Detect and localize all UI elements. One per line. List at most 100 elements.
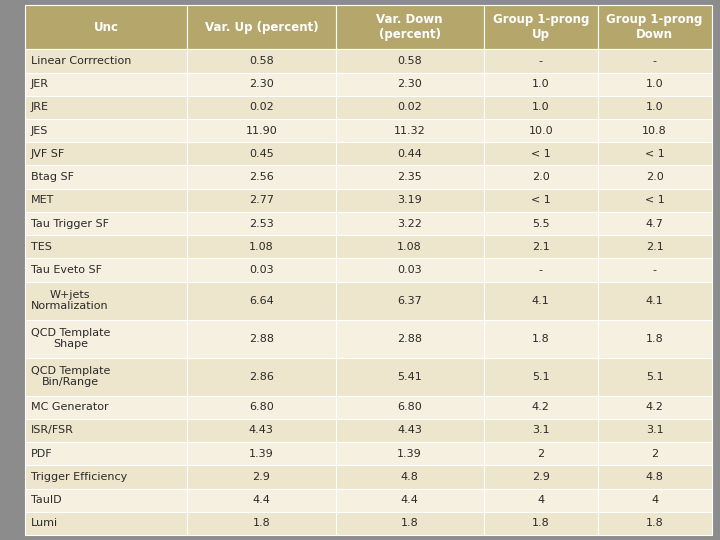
Bar: [25, 419, 187, 442]
Text: < 1: < 1: [644, 195, 665, 205]
Bar: [336, 258, 484, 282]
Text: 2.9: 2.9: [532, 472, 549, 482]
Text: QCD Template
Bin/Range: QCD Template Bin/Range: [31, 366, 110, 387]
Bar: [187, 235, 336, 258]
Text: 2.1: 2.1: [532, 242, 549, 252]
Bar: [598, 96, 711, 119]
Bar: [598, 165, 711, 188]
Text: 5.41: 5.41: [397, 372, 422, 382]
Text: 2.88: 2.88: [249, 334, 274, 343]
Text: 2.56: 2.56: [249, 172, 274, 182]
Text: 1.8: 1.8: [646, 518, 664, 528]
Text: Linear Corrrection: Linear Corrrection: [31, 56, 131, 66]
Bar: [187, 282, 336, 320]
Text: 4.1: 4.1: [646, 295, 664, 306]
Bar: [484, 282, 598, 320]
Bar: [25, 282, 187, 320]
Bar: [336, 165, 484, 188]
Text: W+jets
Normalization: W+jets Normalization: [31, 290, 109, 312]
Text: 2.0: 2.0: [646, 172, 664, 182]
Text: Var. Down
(percent): Var. Down (percent): [377, 13, 443, 41]
Bar: [336, 442, 484, 465]
Text: 1.08: 1.08: [397, 242, 422, 252]
Bar: [336, 357, 484, 396]
Text: 0.58: 0.58: [249, 56, 274, 66]
Text: QCD Template
Shape: QCD Template Shape: [31, 328, 110, 349]
Bar: [598, 188, 711, 212]
Text: ISR/FSR: ISR/FSR: [31, 426, 74, 435]
Text: 1.39: 1.39: [397, 449, 422, 458]
Bar: [598, 5, 711, 49]
Bar: [25, 442, 187, 465]
Text: TES: TES: [31, 242, 52, 252]
Bar: [484, 72, 598, 96]
Bar: [25, 5, 187, 49]
Text: Tau Trigger SF: Tau Trigger SF: [31, 219, 109, 228]
Bar: [336, 188, 484, 212]
Text: 6.80: 6.80: [249, 402, 274, 412]
Text: 1.0: 1.0: [532, 103, 549, 112]
Bar: [25, 119, 187, 142]
Text: < 1: < 1: [644, 149, 665, 159]
Bar: [25, 465, 187, 489]
Bar: [25, 396, 187, 419]
Bar: [25, 142, 187, 165]
Text: 10.8: 10.8: [642, 126, 667, 136]
Text: 3.22: 3.22: [397, 219, 422, 228]
Text: 2: 2: [651, 449, 658, 458]
Text: JVF SF: JVF SF: [31, 149, 66, 159]
Text: Trigger Efficiency: Trigger Efficiency: [31, 472, 127, 482]
Bar: [598, 465, 711, 489]
Bar: [484, 465, 598, 489]
Bar: [25, 96, 187, 119]
Bar: [187, 142, 336, 165]
Bar: [598, 49, 711, 72]
Bar: [336, 320, 484, 357]
Bar: [336, 212, 484, 235]
Text: -: -: [652, 56, 657, 66]
Text: 1.08: 1.08: [249, 242, 274, 252]
Bar: [25, 258, 187, 282]
Bar: [187, 320, 336, 357]
Bar: [598, 72, 711, 96]
Bar: [187, 119, 336, 142]
Text: 1.0: 1.0: [646, 103, 663, 112]
Bar: [598, 512, 711, 535]
Bar: [187, 258, 336, 282]
Bar: [484, 142, 598, 165]
Bar: [336, 512, 484, 535]
Text: PDF: PDF: [31, 449, 53, 458]
Text: 6.80: 6.80: [397, 402, 422, 412]
Bar: [187, 72, 336, 96]
Text: 1.8: 1.8: [253, 518, 270, 528]
Bar: [484, 442, 598, 465]
Bar: [187, 96, 336, 119]
Bar: [484, 419, 598, 442]
Text: Var. Up (percent): Var. Up (percent): [204, 21, 318, 33]
Text: 4.2: 4.2: [646, 402, 664, 412]
Text: -: -: [539, 56, 543, 66]
Text: MC Generator: MC Generator: [31, 402, 109, 412]
Bar: [25, 320, 187, 357]
Bar: [598, 142, 711, 165]
Bar: [336, 96, 484, 119]
Bar: [336, 465, 484, 489]
Bar: [187, 357, 336, 396]
Text: 2.35: 2.35: [397, 172, 422, 182]
Bar: [484, 396, 598, 419]
Text: 2.9: 2.9: [253, 472, 270, 482]
Bar: [484, 357, 598, 396]
Text: 4.1: 4.1: [532, 295, 549, 306]
Bar: [336, 489, 484, 512]
Bar: [336, 282, 484, 320]
Bar: [187, 512, 336, 535]
Text: 0.02: 0.02: [249, 103, 274, 112]
Bar: [484, 235, 598, 258]
Text: JES: JES: [31, 126, 48, 136]
Bar: [484, 512, 598, 535]
Bar: [25, 188, 187, 212]
Text: 2.30: 2.30: [397, 79, 422, 89]
Text: Group 1-prong
Down: Group 1-prong Down: [606, 13, 703, 41]
Bar: [484, 96, 598, 119]
Bar: [25, 49, 187, 72]
